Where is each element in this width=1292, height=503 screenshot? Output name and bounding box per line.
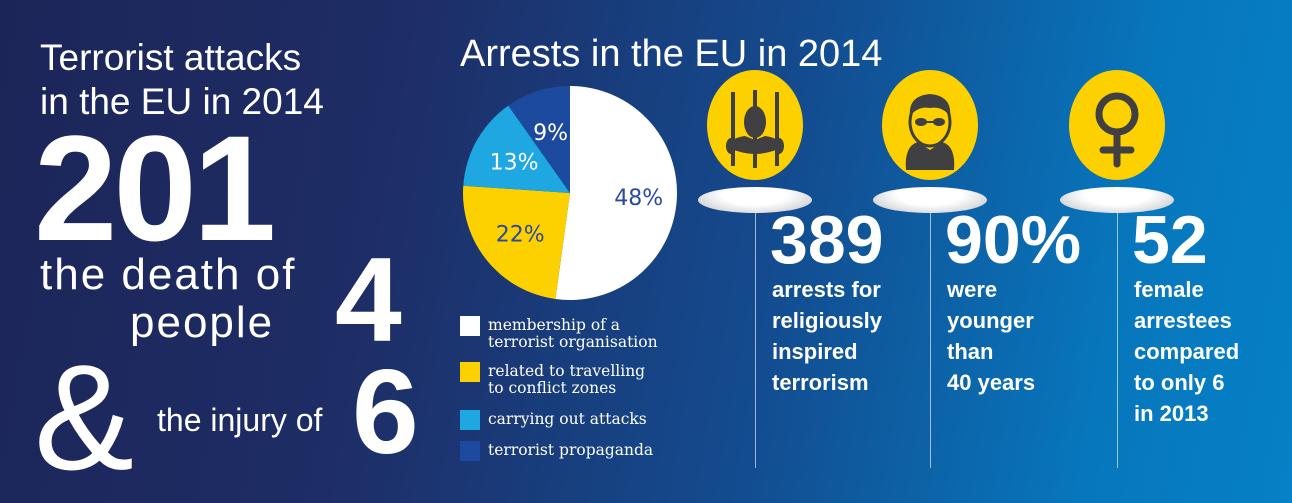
legend-label: terrorist propaganda: [488, 442, 653, 459]
legend-label-line: membership of a: [488, 316, 621, 334]
icon-pedestal: [1060, 187, 1174, 213]
legend-swatch: [460, 441, 480, 461]
stat-description-line: inspired: [772, 339, 858, 364]
divider-line: [930, 212, 931, 468]
injury-count: 6: [352, 345, 419, 479]
legend-swatch: [460, 316, 480, 336]
stat-description-line: to only 6: [1134, 370, 1225, 395]
legend-label-line: terrorist organisation: [488, 333, 658, 351]
death-prefix: the death of: [40, 250, 297, 299]
stat-description-line: religiously: [772, 308, 883, 333]
female-symbol-icon: [1069, 70, 1165, 180]
legend-label: carrying out attacks: [488, 411, 647, 428]
legend-label-line: carrying out attacks: [488, 410, 647, 428]
legend-label-line: to conflict zones: [488, 379, 617, 397]
divider-line: [755, 212, 756, 468]
legend-label-line: terrorist propaganda: [488, 441, 654, 459]
attacks-count: 201: [34, 104, 276, 272]
slice-propaganda: [508, 86, 570, 193]
slice-label: 13%: [490, 151, 539, 176]
stat-description-line: terrorism: [772, 370, 869, 395]
legend-label-line: related to travelling: [488, 362, 646, 380]
slice-label: 9%: [533, 121, 568, 146]
stat-description-line: female: [1134, 277, 1204, 302]
stat-description-line: arrests for: [772, 277, 881, 302]
stat-value: 52: [1132, 202, 1208, 278]
icon-pedestal: [698, 187, 812, 213]
icon-pedestal: [873, 187, 987, 213]
ampersand: &: [34, 333, 135, 501]
legend-swatch: [460, 362, 480, 382]
stat-value: 90%: [945, 202, 1082, 278]
young-man-icon: [882, 70, 978, 180]
stat-description: female arrestees compared to only 6 in 2013: [1134, 274, 1239, 429]
slice-label: 22%: [496, 223, 545, 248]
legend-label: related to travelling to conflict zones: [488, 363, 645, 397]
stat-description-line: younger: [947, 308, 1034, 333]
prisoner-behind-bars-icon: [707, 70, 803, 180]
attacks-title-line: in the EU in 2014: [40, 81, 324, 122]
chart-title: Arrests in the EU in 2014: [460, 33, 883, 75]
stat-value: 389: [770, 202, 884, 278]
death-suffix: people: [130, 298, 275, 347]
legend-label: membership of a terrorist organisation: [488, 317, 658, 351]
stat-description-line: than: [947, 339, 994, 364]
stat-description-line: were: [947, 277, 998, 302]
pie-chart: 48% 22% 13% 9%: [463, 86, 677, 300]
stat-description-line: 40 years: [947, 370, 1036, 395]
attacks-title: Terrorist attacks in the EU in 2014: [40, 36, 324, 124]
slice-membership: [555, 86, 677, 300]
stat-description-line: arrestees: [1134, 308, 1232, 333]
divider-line: [1117, 212, 1118, 468]
stat-description: were younger than 40 years: [947, 274, 1035, 398]
attacks-title-line: Terrorist attacks: [40, 37, 302, 78]
stat-description: arrests for religiously inspired terrorism: [772, 274, 882, 398]
death-count: 4: [335, 233, 402, 367]
legend-swatch: [460, 410, 480, 430]
slice-attacks: [463, 105, 570, 193]
slice-label: 48%: [614, 186, 663, 211]
injury-prefix: the injury of: [157, 402, 323, 438]
stat-description-line: compared: [1134, 339, 1240, 364]
stat-description-line: in 2013: [1134, 401, 1209, 426]
slice-travelling: [463, 185, 570, 300]
